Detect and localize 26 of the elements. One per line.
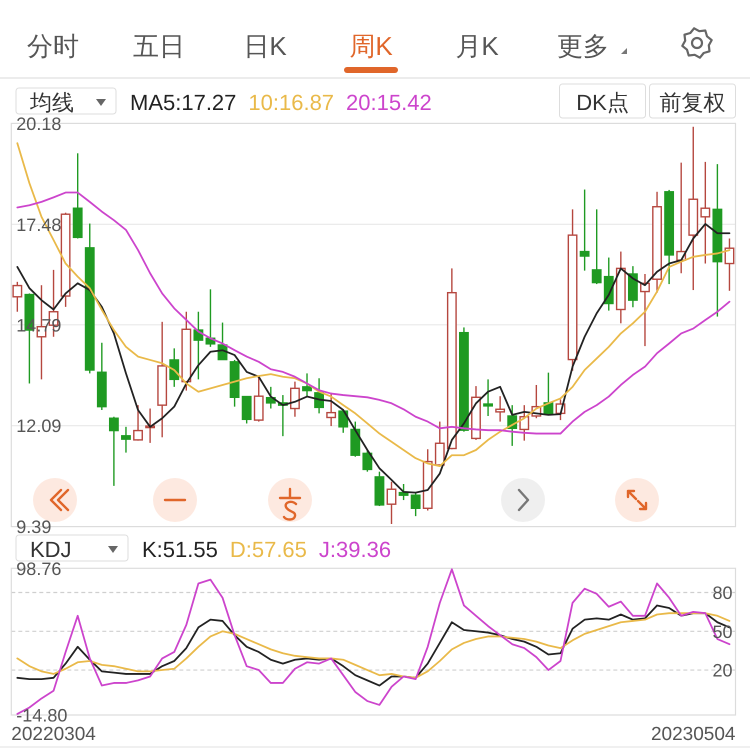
- text: D:57.65: [230, 537, 307, 562]
- text: J:39.36: [318, 537, 392, 562]
- text: DK点: [576, 90, 629, 115]
- line-series: [16, 604, 730, 686]
- text: 20230504: [650, 724, 736, 745]
- y-tick-label: 20.18: [16, 114, 62, 134]
- text: 20220304: [11, 724, 96, 745]
- text: 月K: [455, 31, 500, 61]
- text: 更多: [557, 31, 609, 61]
- y-tick-label: -14.80: [16, 706, 68, 726]
- y2-tick-label: 80: [712, 583, 732, 604]
- text: 分时: [27, 31, 79, 61]
- legend-title: 均线: [29, 90, 74, 115]
- text: 前复权: [660, 90, 726, 115]
- y-tick-label: 9.39: [16, 517, 52, 538]
- text: MA5:17.27: [130, 90, 236, 115]
- line-series: [16, 612, 730, 679]
- text: 10:16.87: [248, 90, 334, 115]
- y2-tick-label: 20: [712, 660, 732, 681]
- y-tick-label: 12.09: [16, 416, 62, 436]
- text: 周K: [349, 31, 394, 61]
- text: 五日: [133, 31, 185, 61]
- line-series: [16, 192, 730, 434]
- text: 20:15.42: [346, 90, 432, 115]
- text: 日K: [243, 31, 288, 61]
- text: K:51.55: [142, 537, 218, 562]
